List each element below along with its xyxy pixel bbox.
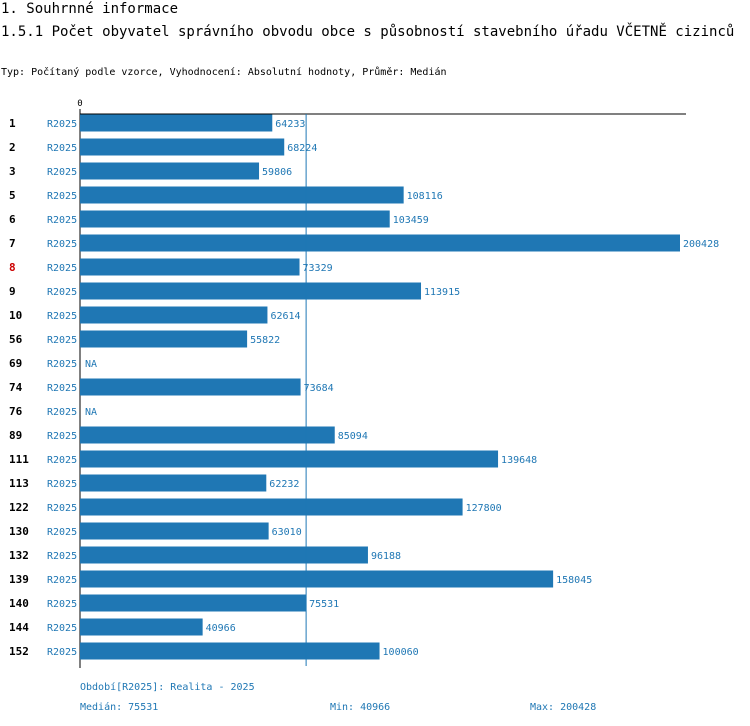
category-label: 144 [9, 621, 29, 634]
data-label: 40966 [206, 623, 236, 634]
data-label: 113915 [424, 287, 460, 298]
period-label: R2025 [47, 623, 77, 634]
data-label: 62614 [270, 311, 300, 322]
section-title: 1. Souhrnné informace [1, 1, 179, 17]
period-label: R2025 [47, 119, 77, 130]
category-label: 122 [9, 501, 29, 514]
period-label: R2025 [47, 263, 77, 274]
period-label: R2025 [47, 383, 77, 394]
category-label: 113 [9, 477, 29, 490]
period-label: R2025 [47, 335, 77, 346]
bar [80, 330, 248, 348]
bar [80, 426, 335, 444]
category-label: 7 [9, 237, 16, 250]
bar [80, 498, 463, 516]
category-label: 74 [9, 381, 23, 394]
data-label: 63010 [272, 527, 302, 538]
period-label: R2025 [47, 503, 77, 514]
data-label: 59806 [262, 167, 292, 178]
category-label: 89 [9, 429, 22, 442]
category-label: 9 [9, 285, 16, 298]
category-label: 3 [9, 165, 16, 178]
period-label: R2025 [47, 359, 77, 370]
category-label: 5 [9, 189, 16, 202]
data-label: 73684 [304, 383, 334, 394]
data-label: 64233 [275, 119, 305, 130]
data-label: 100060 [383, 647, 419, 658]
bar [80, 186, 404, 204]
chart-title: 1.5.1 Počet obyvatel správního obvodu ob… [1, 24, 735, 40]
bar [80, 114, 273, 132]
period-label: R2025 [47, 239, 77, 250]
bar [80, 642, 380, 660]
chart-subtitle: Typ: Počítaný podle vzorce, Vyhodnocení:… [1, 67, 447, 78]
data-label: 85094 [338, 431, 368, 442]
category-label: 69 [9, 357, 22, 370]
period-label: R2025 [47, 167, 77, 178]
data-label: 55822 [250, 335, 280, 346]
data-label: 73329 [303, 263, 333, 274]
bar [80, 594, 307, 612]
period-label: R2025 [47, 647, 77, 658]
bar [80, 450, 499, 468]
bar [80, 378, 301, 396]
period-label: R2025 [47, 455, 77, 466]
data-label: 62232 [269, 479, 299, 490]
footer-min: Min: 40966 [330, 702, 391, 713]
period-label: R2025 [47, 215, 77, 226]
data-label: 127800 [466, 503, 502, 514]
bar [80, 162, 260, 180]
period-label: R2025 [47, 551, 77, 562]
bar [80, 618, 203, 636]
category-label: 140 [9, 597, 29, 610]
category-label: 111 [9, 453, 29, 466]
data-label: 108116 [407, 191, 443, 202]
period-label: R2025 [47, 431, 77, 442]
data-label: 75531 [309, 599, 339, 610]
bar [80, 234, 680, 252]
axis-zero-label: 0 [77, 99, 82, 109]
bar [80, 522, 269, 540]
category-label: 8 [9, 261, 16, 274]
bar [80, 546, 368, 564]
category-label: 130 [9, 525, 29, 538]
data-label: 158045 [556, 575, 592, 586]
period-label: R2025 [47, 191, 77, 202]
data-label: 200428 [683, 239, 719, 250]
period-label: R2025 [47, 479, 77, 490]
period-label: R2025 [47, 575, 77, 586]
bar [80, 282, 422, 300]
data-label: 68224 [287, 143, 317, 154]
period-label: R2025 [47, 527, 77, 538]
category-label: 2 [9, 141, 16, 154]
data-label-na: NA [85, 359, 97, 370]
category-label: 139 [9, 573, 29, 586]
data-label: 96188 [371, 551, 401, 562]
data-label-na: NA [85, 407, 97, 418]
footer-median: Medián: 75531 [80, 702, 159, 713]
category-label: 1 [9, 117, 16, 130]
period-label: R2025 [47, 311, 77, 322]
category-label: 152 [9, 645, 29, 658]
category-label: 76 [9, 405, 23, 418]
category-label: 132 [9, 549, 29, 562]
bar [80, 306, 268, 324]
period-label: R2025 [47, 287, 77, 298]
bar [80, 474, 267, 492]
category-label: 10 [9, 309, 22, 322]
period-label: R2025 [47, 407, 77, 418]
category-label: 56 [9, 333, 23, 346]
data-label: 139648 [501, 455, 537, 466]
bar [80, 258, 300, 276]
data-label: 103459 [393, 215, 429, 226]
bar [80, 210, 390, 228]
category-label: 6 [9, 213, 16, 226]
bar [80, 138, 285, 156]
footer-max: Max: 200428 [530, 702, 597, 713]
footer-period-note: Období[R2025]: Realita - 2025 [80, 682, 255, 693]
bar [80, 570, 554, 588]
period-label: R2025 [47, 143, 77, 154]
period-label: R2025 [47, 599, 77, 610]
